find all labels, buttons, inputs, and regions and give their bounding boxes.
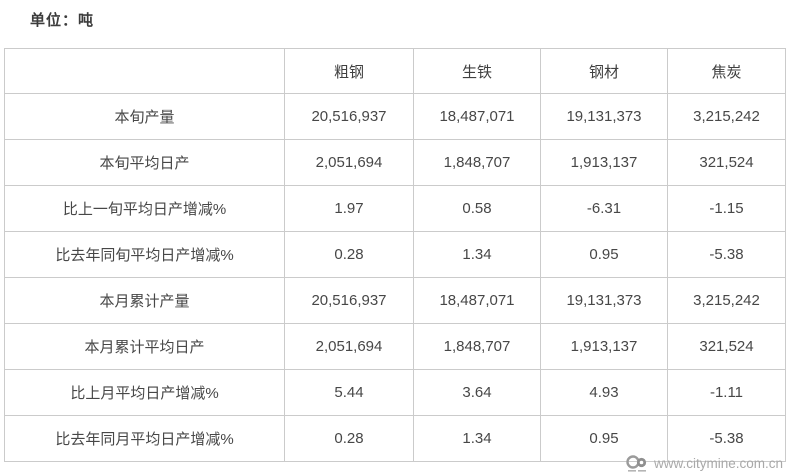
table-cell: 1.97 [284, 185, 414, 232]
production-table: 粗钢 生铁 钢材 焦炭 本旬产量 20,516,937 18,487,071 19,1… [4, 48, 786, 462]
table-cell: 4.93 [540, 369, 668, 416]
table-row: 比上月平均日产增减% 5.44 3.64 4.93 -1.11 [4, 369, 786, 416]
table-cell: 19,131,373 [540, 93, 668, 140]
table-cell: 20,516,937 [284, 277, 414, 324]
table-cell: 0.95 [540, 415, 668, 462]
header-cell-crude-steel: 粗钢 [284, 48, 414, 94]
header-cell-coke: 焦炭 [667, 48, 786, 94]
table-body: 本旬产量 20,516,937 18,487,071 19,131,373 3,215,… [4, 93, 786, 462]
table-cell: 0.95 [540, 231, 668, 278]
header-cell-empty [4, 48, 285, 94]
header-cell-steel: 钢材 [540, 48, 668, 94]
table-row: 本旬平均日产 2,051,694 1,848,707 1,913,137 321,524 [4, 139, 786, 186]
table-cell: 1,848,707 [413, 323, 541, 370]
table-cell: -1.15 [667, 185, 786, 232]
unit-label: 单位：吨 [30, 12, 95, 29]
table-cell: 321,524 [667, 323, 786, 370]
table-cell: 2,051,694 [284, 139, 414, 186]
table-row: 本月累计产量 20,516,937 18,487,071 19,131,373 3,21… [4, 277, 786, 324]
table-cell: 19,131,373 [540, 277, 668, 324]
row-label: 比去年同月平均日产增减% [4, 415, 285, 462]
table-cell: -5.38 [667, 231, 786, 278]
table-cell: 3.64 [413, 369, 541, 416]
header-row: 粗钢 生铁 钢材 焦炭 [4, 48, 786, 94]
row-label: 比上月平均日产增减% [4, 369, 285, 416]
table-cell: 2,051,694 [284, 323, 414, 370]
table-row: 本月累计平均日产 2,051,694 1,848,707 1,913,137 321,5… [4, 323, 786, 370]
citymine-logo-icon [626, 455, 647, 472]
table-cell: 18,487,071 [413, 277, 541, 324]
header-cell-pig-iron: 生铁 [413, 48, 541, 94]
table-cell: 0.28 [284, 415, 414, 462]
watermark-text: www.citymine.com.cn [653, 456, 783, 472]
table-cell: -1.11 [667, 369, 786, 416]
table-cell: 18,487,071 [413, 93, 541, 140]
row-label: 比上一旬平均日产增减% [4, 185, 285, 232]
row-label: 比去年同旬平均日产增减% [4, 231, 285, 278]
table-cell: 3,215,242 [667, 277, 786, 324]
table-cell: 5.44 [284, 369, 414, 416]
table-cell: 1,913,137 [540, 139, 668, 186]
table-cell: 1,848,707 [413, 139, 541, 186]
table-cell: 1.34 [413, 415, 541, 462]
row-label: 本月累计产量 [4, 277, 285, 324]
table-cell: 0.58 [413, 185, 541, 232]
table-row: 比去年同月平均日产增减% 0.28 1.34 0.95 -5.38 [4, 415, 786, 462]
table-cell: 321,524 [667, 139, 786, 186]
row-label: 本月累计平均日产 [4, 323, 285, 370]
table-cell: -5.38 [667, 415, 786, 462]
table-cell: 0.28 [284, 231, 414, 278]
table-cell: 3,215,242 [667, 93, 786, 140]
watermark: www.citymine.com.cn [625, 455, 783, 473]
table-row: 比上一旬平均日产增减% 1.97 0.58 -6.31 -1.15 [4, 185, 786, 232]
row-label: 本旬产量 [4, 93, 285, 140]
table-row: 比去年同旬平均日产增减% 0.28 1.34 0.95 -5.38 [4, 231, 786, 278]
table-cell: 20,516,937 [284, 93, 414, 140]
table-row: 本旬产量 20,516,937 18,487,071 19,131,373 3,215,… [4, 93, 786, 140]
table-cell: 1,913,137 [540, 323, 668, 370]
table-cell: -6.31 [540, 185, 668, 232]
table-cell: 1.34 [413, 231, 541, 278]
row-label: 本旬平均日产 [4, 139, 285, 186]
